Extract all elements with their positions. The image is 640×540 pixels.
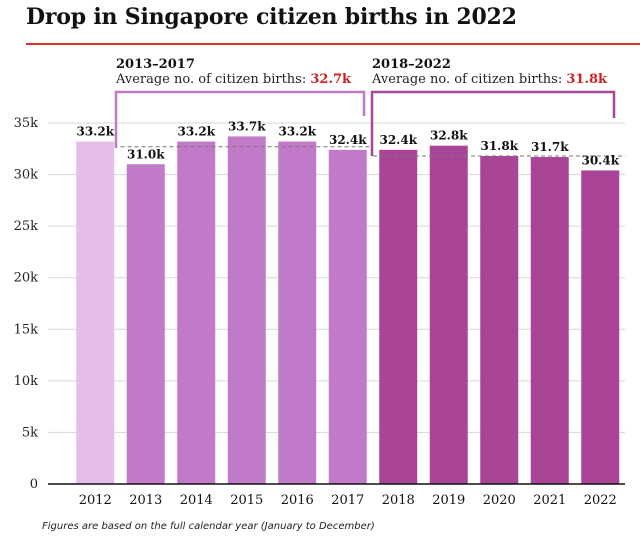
y-tick-label: 10k [14, 374, 39, 389]
period-2-average: Average no. of citizen births: 31.8k [372, 72, 607, 87]
x-tick-label: 2015 [230, 493, 263, 508]
period-1-average: Average no. of citizen births: 32.7k [116, 72, 351, 87]
data-label: 32.8k [430, 129, 468, 143]
period-2-range: 2018–2022 [372, 57, 451, 72]
title-underline [26, 43, 640, 45]
footnote: Figures are based on the full calendar y… [42, 521, 375, 532]
x-tick-label: 2012 [79, 493, 112, 508]
x-tick-label: 2013 [129, 493, 162, 508]
data-label: 31.0k [127, 147, 165, 161]
data-label: 33.7k [228, 119, 266, 133]
period-2-average-prefix: Average no. of citizen births: [372, 72, 567, 87]
x-tick-label: 2017 [331, 493, 364, 508]
x-tick-label: 2022 [584, 493, 617, 508]
x-tick-label: 2016 [281, 493, 314, 508]
bar [278, 141, 317, 484]
y-tick-label: 0 [30, 477, 38, 492]
y-tick-label: 20k [14, 271, 39, 286]
data-label: 33.2k [76, 125, 114, 139]
y-tick-label: 5k [22, 425, 38, 440]
data-label: 32.4k [379, 133, 417, 147]
period-1-bracket [114, 90, 366, 148]
x-tick-label: 2019 [432, 493, 465, 508]
period-1-average-prefix: Average no. of citizen births: [116, 72, 311, 87]
data-label: 32.4k [329, 133, 367, 147]
y-tick-label: 30k [14, 168, 39, 183]
y-tick-label: 25k [14, 219, 39, 234]
bar [530, 157, 569, 484]
data-label: 30.4k [581, 153, 619, 167]
bar [328, 149, 367, 484]
bar [227, 136, 266, 484]
period-2-average-value: 31.8k [566, 72, 608, 87]
y-tick-label: 35k [14, 116, 39, 131]
data-label: 33.2k [177, 125, 215, 139]
period-1-average-value: 32.7k [310, 72, 352, 87]
y-tick-label: 15k [14, 322, 39, 337]
period-1-range: 2013–2017 [116, 57, 195, 72]
chart-title: Drop in Singapore citizen births in 2022 [26, 4, 517, 30]
data-label: 31.8k [480, 139, 518, 153]
x-tick-label: 2020 [483, 493, 516, 508]
bar [76, 141, 115, 484]
period-2-bracket [370, 90, 616, 156]
bar [126, 164, 165, 484]
bar [480, 156, 519, 484]
data-label: 33.2k [278, 125, 316, 139]
bar [581, 170, 620, 484]
bar [429, 145, 468, 485]
x-tick-label: 2021 [533, 493, 566, 508]
bar [177, 141, 216, 484]
x-tick-label: 2018 [382, 493, 415, 508]
bar [379, 149, 418, 484]
x-tick-label: 2014 [180, 493, 213, 508]
data-label: 31.7k [531, 140, 569, 154]
